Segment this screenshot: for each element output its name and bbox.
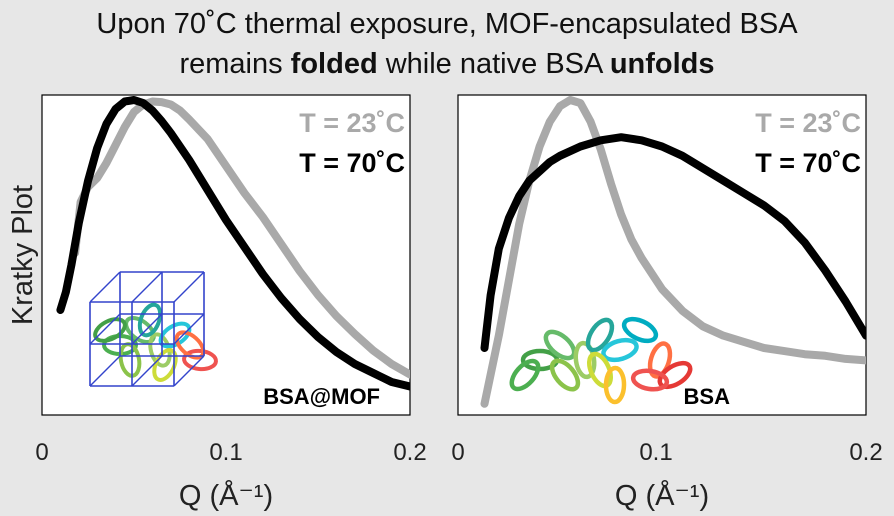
- series-line-t70: [480, 133, 866, 352]
- protein-helix: [647, 341, 673, 379]
- x-tick-label: 0.2: [849, 439, 882, 466]
- protein-helix: [543, 329, 577, 361]
- panel-label: BSA: [684, 384, 731, 409]
- title-line-1: Upon 70˚C thermal exposure, MOF-encapsul…: [96, 8, 798, 40]
- x-tick-label: 0.1: [639, 439, 672, 466]
- bsa-protein-icon: [509, 316, 693, 405]
- protein-helix: [573, 340, 597, 380]
- title-text-remains: remains: [179, 48, 291, 80]
- protein-helix: [621, 316, 659, 344]
- legend-entry-t23: T = 23˚C: [299, 108, 405, 138]
- chart-panel-2: T = 23˚C T = 70˚C BSA 0 0.1 0.2 Q (Å⁻¹): [451, 94, 883, 512]
- protein-helix: [509, 358, 541, 392]
- protein-helix: [603, 365, 627, 405]
- protein-helix: [657, 360, 693, 390]
- title-word-folded: folded: [290, 48, 378, 80]
- bsa-mof-cage-icon: [89, 271, 218, 387]
- panel-label: BSA@MOF: [263, 384, 380, 409]
- x-tick-label: 0: [35, 439, 48, 466]
- cage-edge: [89, 313, 121, 345]
- series-line-t23: [71, 97, 410, 379]
- cage-edge: [173, 355, 205, 387]
- protein-helix: [137, 302, 163, 338]
- x-axis-label: Q (Å⁻¹): [615, 479, 709, 512]
- cage-edge: [173, 271, 205, 303]
- y-axis-label: Kratky Plot: [7, 185, 39, 325]
- cage-edge: [131, 271, 163, 303]
- x-tick-label: 0: [451, 439, 464, 466]
- protein-helix: [630, 368, 670, 392]
- protein-helix: [601, 337, 639, 363]
- x-axis-label: Q (Å⁻¹): [179, 479, 273, 512]
- legend-entry-t70: T = 70˚C: [755, 148, 861, 178]
- cage-edge: [131, 355, 163, 387]
- protein-helix: [182, 348, 218, 372]
- protein-helix: [549, 358, 581, 392]
- cage-edge: [89, 271, 121, 303]
- protein-helix: [585, 317, 615, 353]
- cage-edge: [89, 355, 121, 387]
- title-word-unfolds: unfolds: [609, 48, 715, 80]
- figure-title: Upon 70˚C thermal exposure, MOF-encapsul…: [0, 4, 894, 84]
- title-text-while: while native BSA: [377, 48, 610, 80]
- legend-entry-t23: T = 23˚C: [755, 108, 861, 138]
- legend-entry-t70: T = 70˚C: [299, 148, 405, 178]
- cage-edge: [131, 313, 163, 345]
- x-tick-label: 0.2: [393, 439, 426, 466]
- protein-helix: [93, 317, 127, 343]
- series-line-t70: [56, 96, 410, 391]
- title-line-2: remains folded while native BSA unfolds: [0, 44, 894, 84]
- chart-panel-1: T = 23˚C T = 70˚C BSA@MOF 0 0.1 0.2 Q (Å⁻¹) Kra…: [7, 94, 427, 512]
- cage-edge: [173, 313, 205, 345]
- series-line-t23: [480, 96, 866, 408]
- x-tick-label: 0.1: [209, 439, 242, 466]
